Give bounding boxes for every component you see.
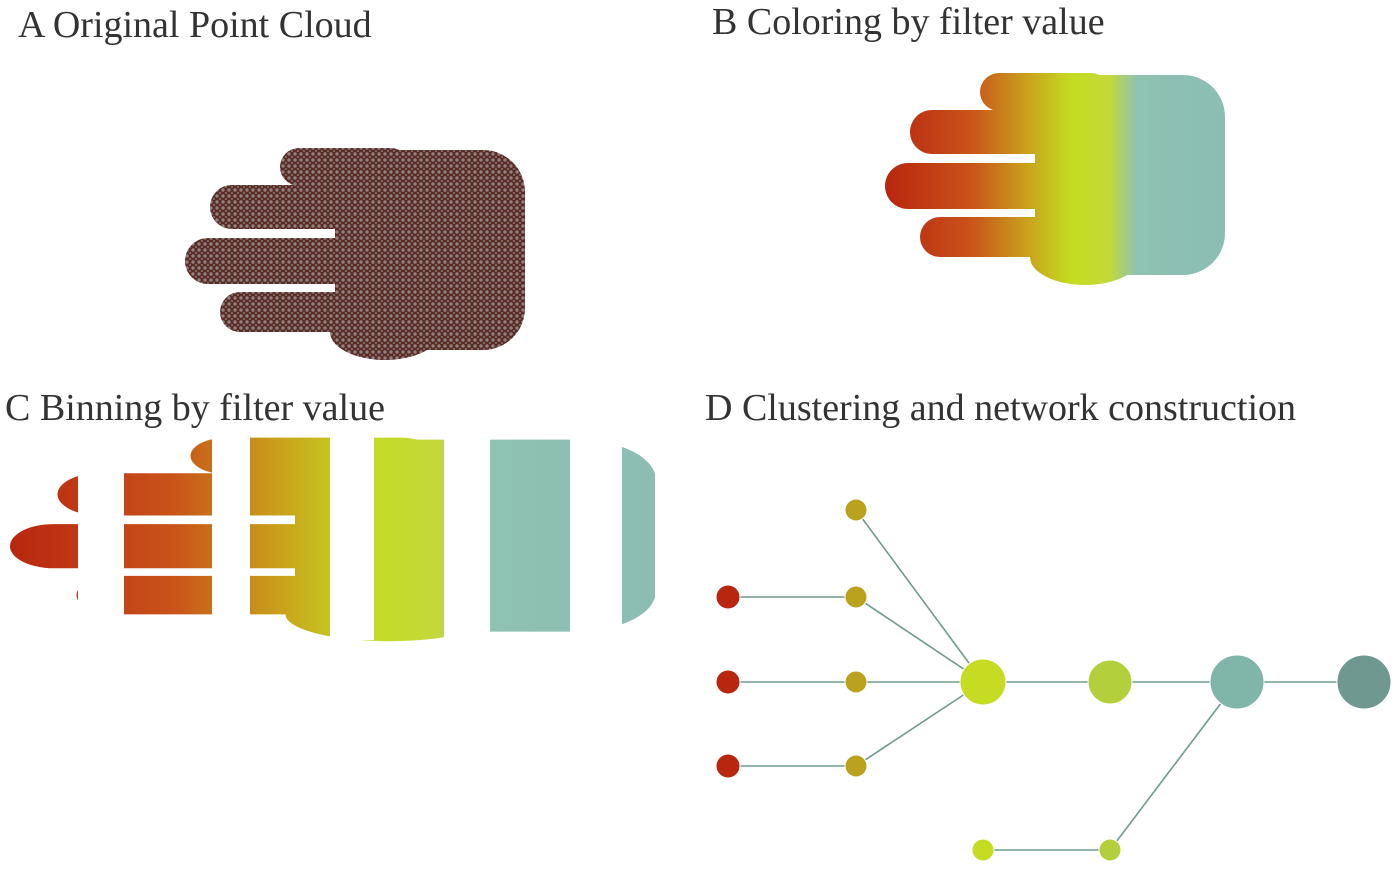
- node: [844, 585, 868, 609]
- binned-hand: [10, 425, 695, 642]
- bin-gap: [444, 425, 490, 640]
- bin-gap: [330, 425, 374, 640]
- node: [1087, 659, 1133, 705]
- bin-gap: [78, 425, 124, 640]
- edge: [855, 681, 984, 767]
- bin-gap: [212, 425, 250, 640]
- node: [715, 753, 741, 779]
- panel-title: A Original Point Cloud: [18, 4, 372, 46]
- point-cloud-hand: [185, 148, 525, 360]
- panel-title: B Coloring by filter value: [712, 1, 1105, 43]
- node: [844, 754, 868, 778]
- node: [971, 838, 995, 862]
- node: [1336, 654, 1392, 710]
- node: [1209, 654, 1265, 710]
- edge: [855, 596, 984, 683]
- panel-title: D Clustering and network construction: [705, 387, 1296, 429]
- bin-gap: [655, 425, 695, 640]
- node: [959, 658, 1007, 706]
- network: [715, 498, 1392, 862]
- node: [715, 669, 741, 695]
- edge: [855, 509, 984, 683]
- node: [844, 670, 868, 694]
- bin-gap: [570, 425, 622, 640]
- colored-hand: [885, 73, 1225, 285]
- edge: [1109, 681, 1238, 851]
- node: [844, 498, 868, 522]
- node: [715, 584, 741, 610]
- node: [1098, 838, 1122, 862]
- panel-title: C Binning by filter value: [5, 387, 385, 429]
